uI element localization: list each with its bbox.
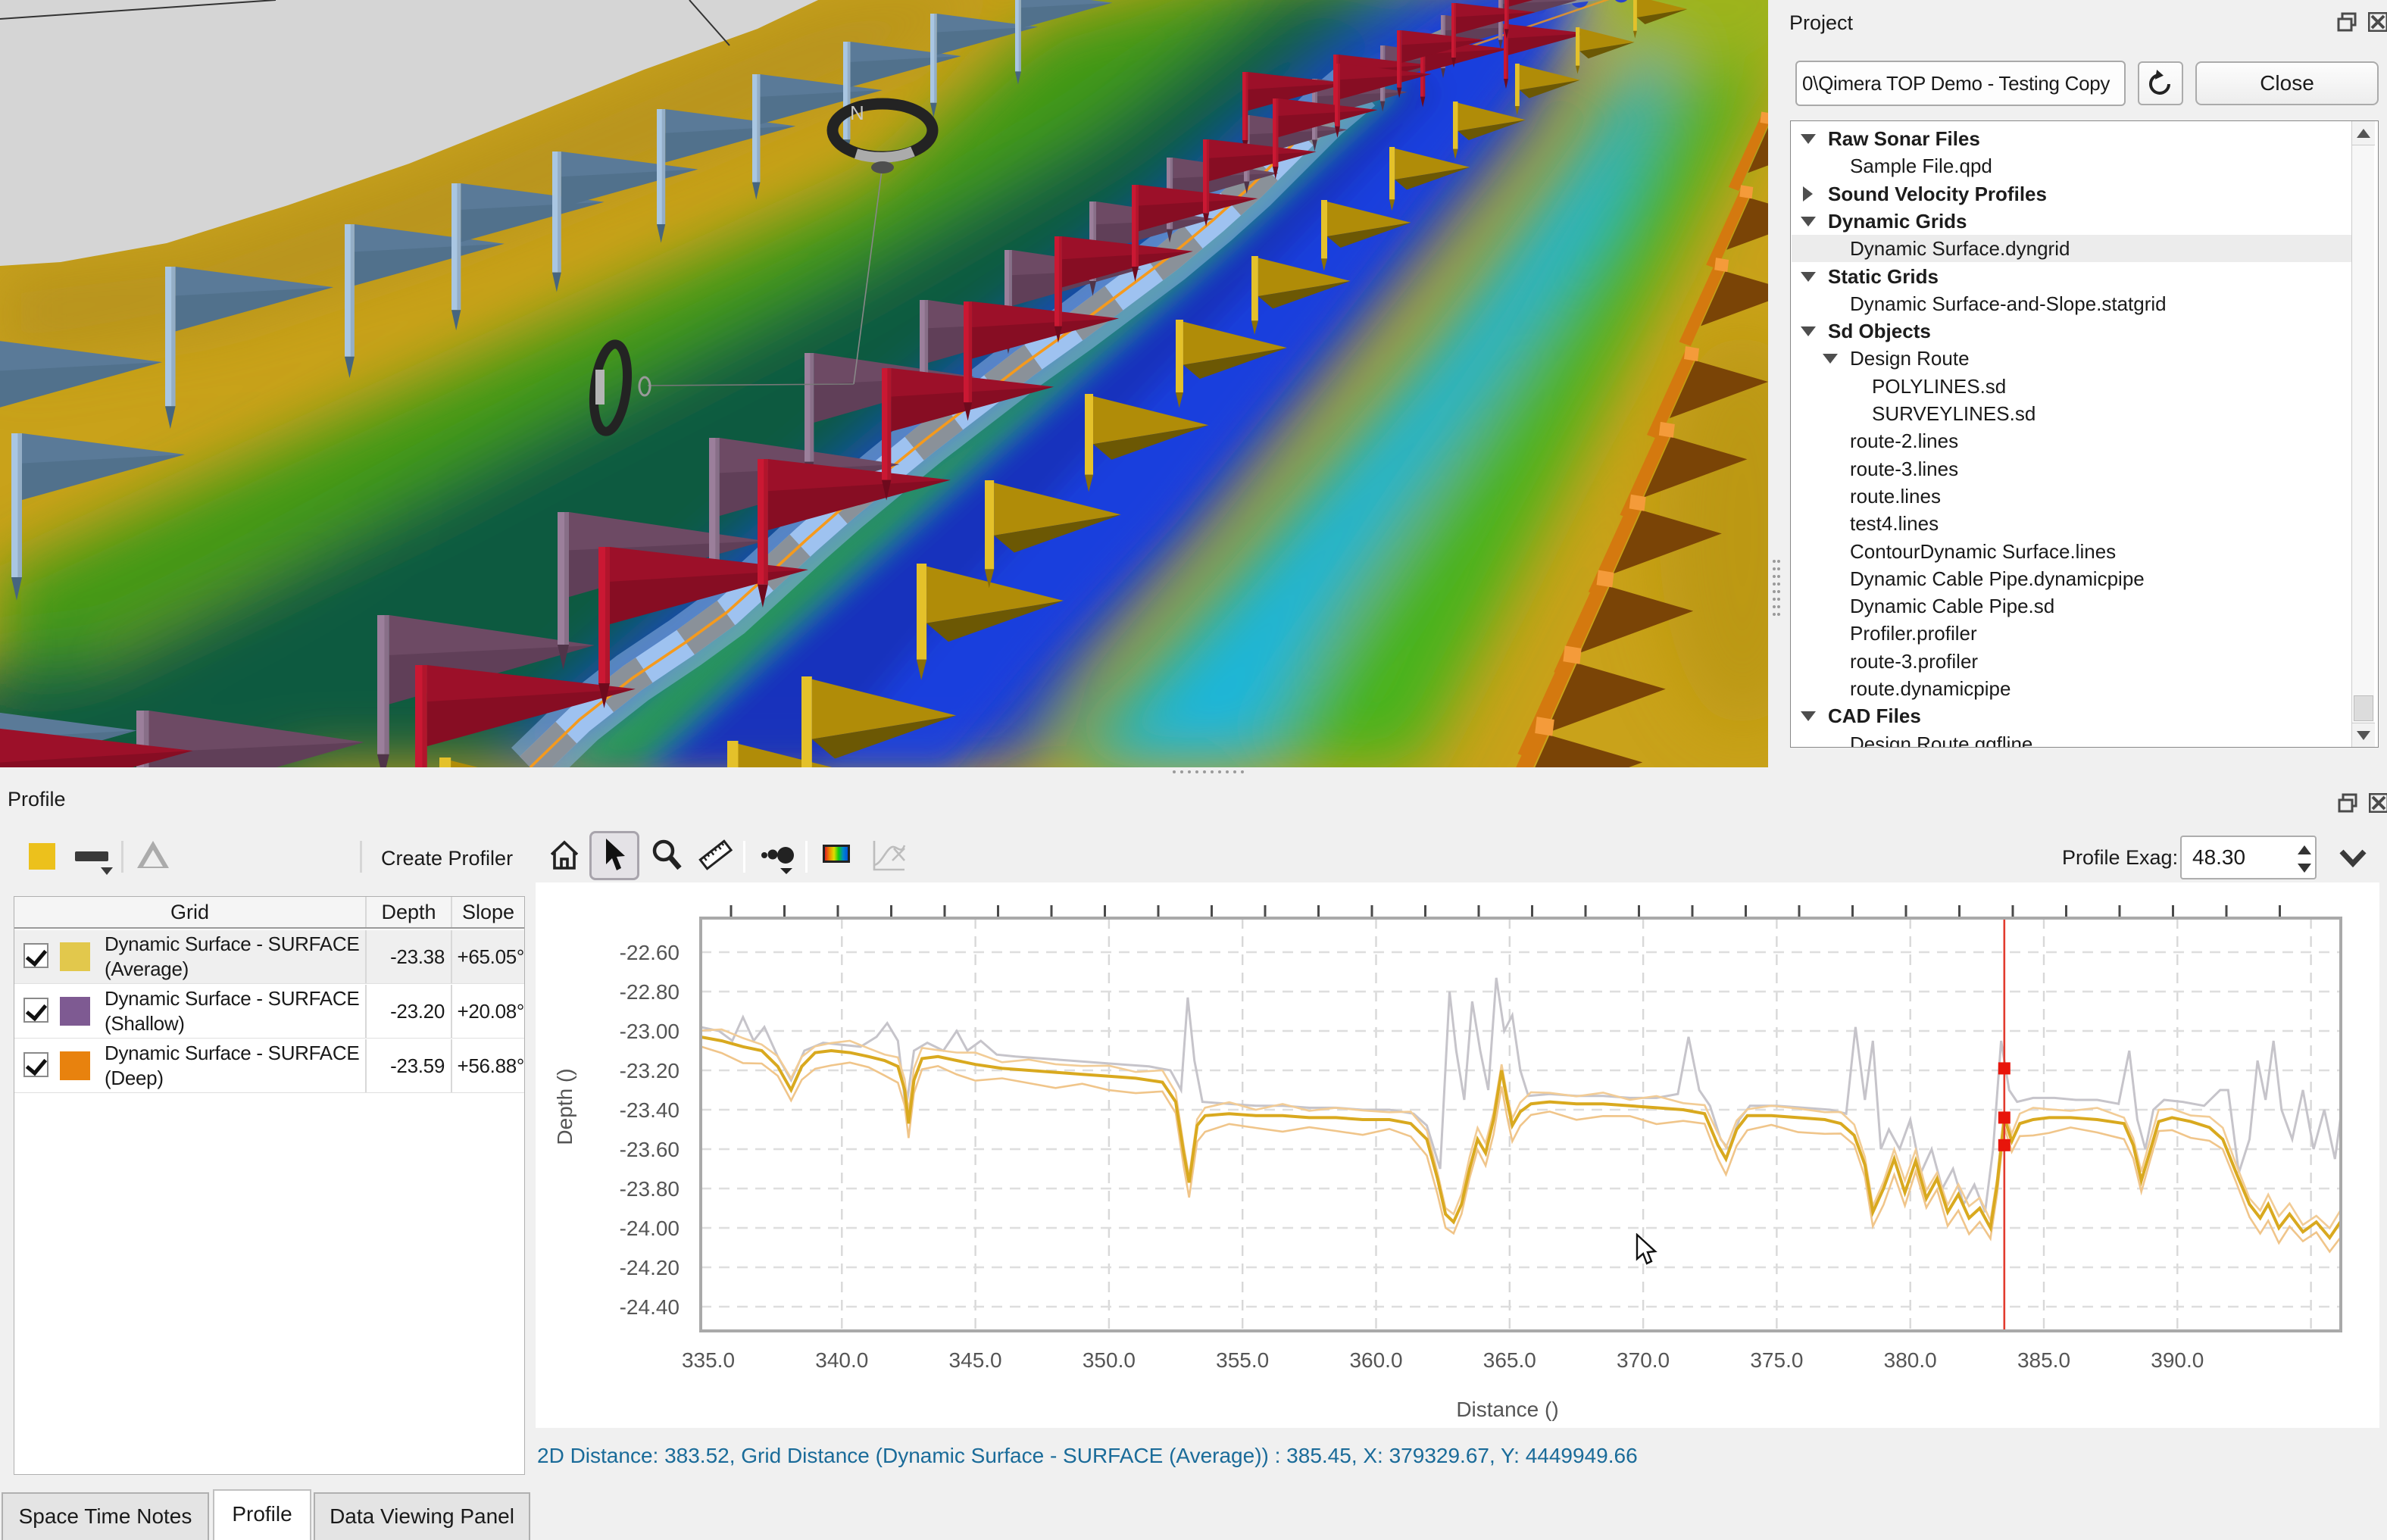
svg-text:-23.00: -23.00 (620, 1020, 680, 1043)
svg-text:-23.20: -23.20 (620, 1059, 680, 1082)
svg-text:-24.40: -24.40 (620, 1295, 680, 1319)
svg-text:340.0: 340.0 (815, 1348, 868, 1372)
svg-text:-23.80: -23.80 (620, 1177, 680, 1201)
svg-text:-24.20: -24.20 (620, 1256, 680, 1279)
svg-text:-23.60: -23.60 (620, 1138, 680, 1161)
svg-text:Distance (): Distance () (1456, 1398, 1558, 1421)
svg-text:370.0: 370.0 (1617, 1348, 1670, 1372)
svg-text:Depth (): Depth () (553, 1068, 576, 1145)
svg-text:-22.80: -22.80 (620, 980, 680, 1004)
svg-text:N: N (850, 102, 864, 124)
svg-text:375.0: 375.0 (1750, 1348, 1803, 1372)
svg-text:365.0: 365.0 (1483, 1348, 1536, 1372)
svg-text:380.0: 380.0 (1884, 1348, 1937, 1372)
svg-text:335.0: 335.0 (682, 1348, 735, 1372)
svg-text:355.0: 355.0 (1216, 1348, 1269, 1372)
svg-text:-23.40: -23.40 (620, 1098, 680, 1122)
svg-text:-22.60: -22.60 (620, 941, 680, 964)
svg-text:385.0: 385.0 (2017, 1348, 2070, 1372)
svg-text:360.0: 360.0 (1349, 1348, 1402, 1372)
svg-text:345.0: 345.0 (949, 1348, 1002, 1372)
svg-text:390.0: 390.0 (2151, 1348, 2204, 1372)
svg-text:350.0: 350.0 (1083, 1348, 1136, 1372)
svg-text:-24.00: -24.00 (620, 1217, 680, 1240)
